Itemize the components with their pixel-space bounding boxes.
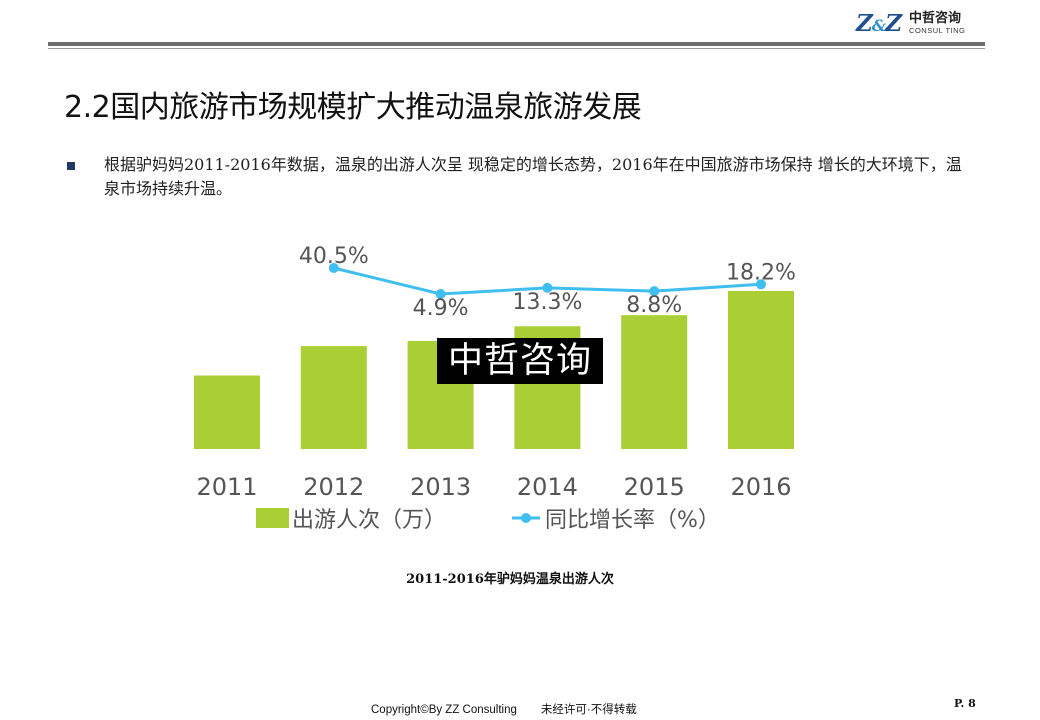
footer: Copyright©By ZZ Consulting 未经许可·不得转载	[371, 701, 637, 717]
x-tick-label-2015: 2015	[624, 473, 685, 501]
bar-2016	[728, 290, 794, 449]
growth-point-2013	[435, 289, 446, 299]
legend-line-label: 同比增长率（%）	[545, 508, 720, 533]
logo-mark: Z&Z	[856, 9, 902, 37]
legend-line-marker	[521, 513, 531, 523]
legend-bar-label: 出游人次（万）	[292, 508, 446, 533]
company-logo: Z&Z 中哲咨询 CONSUL TING	[856, 8, 965, 38]
bullet-square-icon	[67, 162, 75, 170]
bar-2012	[300, 346, 367, 449]
growth-label-2015: 8.8%	[626, 293, 682, 318]
x-tick-label-2016: 2016	[730, 473, 791, 501]
logo-chinese-name: 中哲咨询	[909, 10, 962, 26]
growth-label-2016: 18.2%	[726, 260, 796, 285]
growth-label-2014: 13.3%	[512, 290, 582, 315]
slide-title: 2.2国内旅游市场规模扩大推动温泉旅游发展	[64, 90, 642, 125]
copyright-text: Copyright©By ZZ Consulting	[371, 704, 517, 716]
x-tick-label-2013: 2013	[410, 473, 471, 501]
growth-point-2012	[328, 263, 339, 273]
growth-label-2012: 40.5%	[299, 244, 369, 269]
legend-bar-swatch	[256, 508, 289, 528]
growth-label-2013: 4.9%	[413, 296, 469, 321]
x-tick-label-2014: 2014	[517, 473, 578, 501]
x-tick-label-2012: 2012	[303, 473, 364, 501]
logo-english-name: CONSUL TING	[909, 25, 966, 35]
growth-point-2016	[756, 279, 766, 290]
bar-2011	[194, 375, 260, 449]
growth-point-2015	[649, 286, 660, 297]
header-rule-thin	[48, 48, 985, 49]
page-number: P. 8	[954, 697, 976, 710]
x-tick-label-2011: 2011	[196, 473, 257, 501]
watermark-stamp: 中哲咨询	[437, 338, 603, 384]
header-rule-thick	[48, 42, 985, 46]
bar-2015	[621, 315, 688, 449]
chart-caption: 2011-2016年驴妈妈温泉出游人次	[406, 572, 614, 587]
growth-point-2014	[542, 282, 553, 293]
bullet-text: 根据驴妈妈2011-2016年数据，温泉的出游人次呈 现稳定的增长态势，2016…	[104, 155, 962, 198]
copyright-notice: 未经许可·不得转载	[540, 704, 637, 716]
